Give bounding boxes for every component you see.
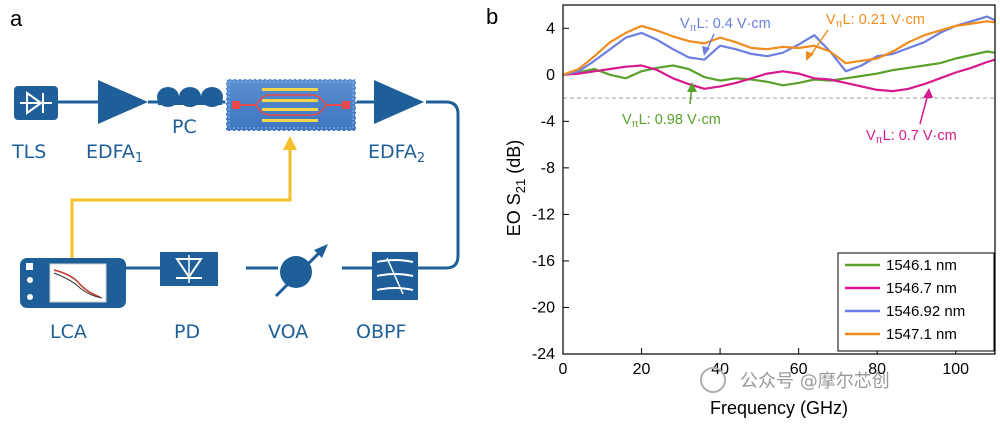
voa-attenuator-icon	[274, 244, 328, 298]
annotation-magenta-sub: π	[876, 135, 883, 146]
legend-label-2: 1546.7 nm	[886, 280, 957, 297]
y-axis-label: EO S21 (dB)	[504, 140, 528, 237]
x-axis-label: Frequency (GHz)	[710, 398, 848, 418]
edfa2-amplifier-icon	[374, 80, 424, 124]
annotation-blue-arrow-icon	[702, 46, 710, 56]
rf-signal-line	[70, 146, 292, 258]
annotation-orange-sub: π	[836, 19, 843, 30]
x-tick-label: 20	[633, 361, 651, 378]
edfa1-label: EDFA1	[86, 141, 143, 166]
voa-label: VOA	[268, 321, 308, 343]
obpf-filter-icon	[372, 252, 418, 300]
annotation-blue: VπL: 0.4 V·cm	[680, 16, 771, 56]
plot-frame	[562, 4, 996, 355]
annotation-magenta-arrow-icon	[923, 88, 933, 98]
tls-label: TLS	[11, 141, 46, 163]
pd-label: PD	[174, 321, 200, 343]
annotation-magenta: VπL: 0.7 V·cm	[866, 88, 957, 146]
panel-a: a TLS EDFA1 PC	[10, 6, 460, 343]
y-tick-label: -12	[532, 206, 555, 223]
edfa2-label: EDFA2	[368, 141, 425, 166]
annotation-orange-prefix: V	[826, 12, 836, 28]
y-tick-label: -4	[541, 113, 555, 130]
x-tick-label: 80	[868, 361, 886, 378]
lca-analyzer-icon	[20, 258, 126, 308]
optical-fiber-path-top	[57, 100, 460, 270]
annotation-green-rest: L: 0.98 V·cm	[639, 112, 721, 128]
y-tick-label: 4	[546, 20, 555, 37]
y-tick-label: -8	[541, 160, 555, 177]
annotation-magenta-rest: L: 0.7 V·cm	[883, 128, 957, 144]
legend: 1546.1 nm 1546.7 nm 1546.92 nm 1547.1 nm	[837, 252, 995, 352]
legend-label-1: 1546.1 nm	[886, 257, 957, 274]
panel-b: b EO S21 (dB) Frequency (GHz) 4 0 -4 -8 -12 -…	[486, 4, 996, 418]
annotation-green-arrow-icon	[687, 82, 697, 92]
legend-items: 1546.1 nm 1546.7 nm 1546.92 nm 1547.1 nm	[845, 257, 965, 343]
x-tick-label: 60	[790, 361, 808, 378]
annotation-orange-pointer	[809, 29, 829, 57]
edfa1-amplifier-icon	[98, 80, 148, 124]
edfa1-label-main: EDFA	[86, 141, 135, 163]
annotation-orange-text: VπL: 0.21 V·cm	[826, 12, 925, 30]
obpf-label: OBPF	[356, 321, 406, 343]
edfa1-label-sub: 1	[135, 151, 143, 166]
y-axis-label-sub: 21	[513, 179, 528, 193]
polarization-controller-icon	[157, 87, 223, 107]
annotation-green-prefix: V	[622, 112, 632, 128]
panel-label-b: b	[486, 4, 498, 29]
y-tick-label: -24	[532, 346, 555, 363]
legend-label-4: 1547.1 nm	[886, 326, 957, 343]
annotation-magenta-pointer	[919, 93, 929, 125]
annotation-green-text: VπL: 0.98 V·cm	[622, 112, 721, 130]
panel-label-a: a	[10, 6, 23, 31]
y-tick-label: 0	[546, 67, 555, 84]
annotation-blue-prefix: V	[680, 16, 690, 32]
annotation-magenta-prefix: V	[866, 128, 876, 144]
annotation-orange-arrow-icon	[806, 51, 814, 61]
modulator-chip-icon	[225, 78, 357, 132]
legend-label-3: 1546.92 nm	[886, 303, 965, 320]
annotation-magenta-text: VπL: 0.7 V·cm	[866, 128, 957, 146]
pc-label: PC	[172, 116, 197, 138]
lca-label: LCA	[50, 321, 87, 343]
annotation-green-sub: π	[632, 119, 639, 130]
watermark-text: 公众号 @摩尔芯创	[740, 371, 890, 392]
y-axis-label-main: EO S	[504, 193, 524, 236]
plot-area: 40-4-8-12-16-20-240 20 40 60 80 100	[532, 15, 996, 378]
x-tick-label: 0	[559, 361, 568, 378]
annotation-green: VπL: 0.98 V·cm	[622, 82, 721, 130]
tls-laser-icon	[14, 86, 58, 120]
y-axis-label-tail: (dB)	[504, 140, 524, 179]
edfa2-label-main: EDFA	[368, 141, 417, 163]
annotation-orange-rest: L: 0.21 V·cm	[843, 12, 925, 28]
annotation-blue-rest: L: 0.4 V·cm	[697, 16, 771, 32]
annotation-orange: VπL: 0.21 V·cm	[806, 12, 925, 61]
y-tick-label: -20	[532, 299, 555, 316]
series-line-2	[562, 58, 996, 93]
annotation-blue-text: VπL: 0.4 V·cm	[680, 16, 771, 34]
series-line-4	[562, 20, 996, 76]
rf-arrow-icon	[283, 136, 297, 150]
edfa2-label-sub: 2	[417, 151, 425, 166]
wechat-icon	[700, 367, 726, 393]
annotation-blue-sub: π	[690, 23, 697, 34]
series-line-3	[562, 15, 996, 76]
y-tick-label: -16	[532, 253, 555, 270]
watermark: 公众号 @摩尔芯创	[700, 367, 890, 393]
photodetector-icon	[160, 252, 218, 286]
series-line-1	[562, 50, 996, 87]
x-tick-label: 100	[942, 361, 969, 378]
